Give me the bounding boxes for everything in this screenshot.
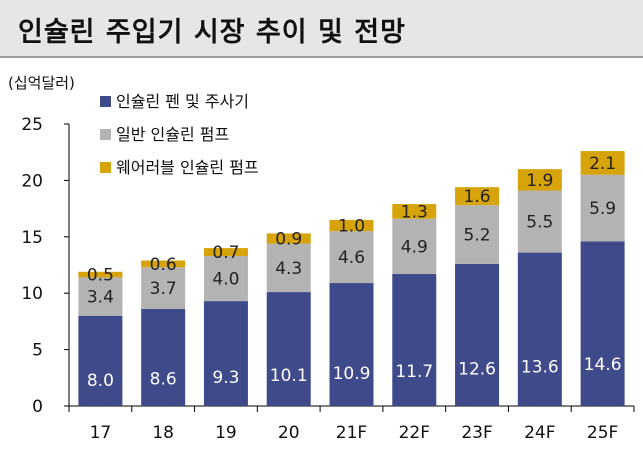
legend-swatch	[100, 162, 111, 173]
data-label: 4.0	[212, 270, 239, 290]
data-label: 12.6	[458, 360, 496, 380]
bar-segment	[266, 243, 311, 293]
data-label: 8.0	[87, 371, 114, 391]
data-label: 4.9	[401, 237, 428, 257]
bar-segment	[78, 277, 123, 316]
bar-segment	[455, 187, 500, 206]
data-label: 10.1	[270, 366, 308, 386]
x-tick-label: 21F	[336, 423, 367, 443]
bar-segment	[517, 190, 562, 253]
axes: 0 5 10 15 20 25 17 18 19 20 21F 22F 23F 24F 25F	[21, 115, 635, 443]
y-tick-label: 5	[32, 341, 43, 361]
bar-segment	[580, 241, 625, 406]
bar-segment	[78, 271, 123, 278]
data-label: 4.6	[338, 248, 365, 268]
data-label: 3.4	[87, 288, 114, 308]
bar-segment	[203, 248, 248, 256]
bar-segment	[141, 308, 186, 406]
bar-segment	[329, 283, 374, 406]
x-tick-label: 22F	[399, 423, 430, 443]
data-label: 0.7	[212, 243, 239, 263]
bar-segment	[517, 169, 562, 191]
data-label: 3.7	[150, 279, 177, 299]
data-label: 1.6	[464, 187, 491, 207]
data-label: 4.3	[275, 259, 302, 279]
bar-segment	[203, 255, 248, 302]
data-label: 14.6	[584, 355, 622, 375]
y-tick-label: 15	[21, 228, 43, 248]
data-label: 11.7	[395, 362, 433, 382]
data-label: 1.3	[401, 202, 428, 222]
x-tick-label: 18	[152, 423, 174, 443]
legend-swatch	[100, 129, 111, 140]
bar-segment	[203, 301, 248, 406]
legend-label: 일반 인슐린 펌프	[116, 125, 229, 144]
bar-segment	[455, 263, 500, 406]
y-tick-label: 0	[32, 397, 43, 417]
data-label: 2.1	[589, 154, 616, 174]
x-tick-label: 20	[278, 423, 300, 443]
bar-segment	[141, 260, 186, 268]
data-label: 1.0	[338, 217, 365, 237]
x-tick-label: 17	[90, 423, 112, 443]
bar-segment	[266, 233, 311, 244]
bar-segment	[329, 219, 374, 232]
bars: 8.0 3.40.5 8.6 3.7 0.6 9.3 4.0 0.7 10.1 4.3 0.9 10.…	[78, 151, 625, 406]
bar-segment	[392, 204, 437, 219]
x-tick-label: 25F	[587, 423, 618, 443]
unit-label: (십억달러)	[8, 74, 75, 92]
data-label: 0.9	[275, 229, 302, 249]
data-label: 5.2	[464, 226, 491, 246]
bar-segment	[455, 205, 500, 264]
bar-segment	[78, 315, 123, 406]
bar-segment	[329, 231, 374, 284]
legend-label: 인슐린 펜 및 주사기	[116, 92, 249, 111]
data-label: 8.6	[150, 370, 177, 390]
data-label: 0.6	[150, 255, 177, 275]
legend-label: 웨어러블 인슐린 펌프	[116, 158, 259, 177]
bar-segment	[392, 218, 437, 275]
chart-title: 인슐린 주입기 시장 추이 및 전망	[18, 17, 406, 48]
data-label: 10.9	[333, 364, 371, 384]
bar-segment	[141, 267, 186, 309]
data-label: 1.9	[526, 171, 553, 191]
x-tick-label: 23F	[461, 423, 492, 443]
title-bar: 인슐린 주입기 시장 추이 및 전망	[0, 0, 643, 58]
x-tick-label: 24F	[524, 423, 555, 443]
x-tick-label: 19	[215, 423, 237, 443]
data-label: 9.3	[212, 368, 239, 388]
bar-segment	[266, 292, 311, 406]
y-tick-label: 25	[21, 115, 43, 135]
data-label: 5.9	[589, 199, 616, 219]
data-label: 13.6	[521, 357, 559, 377]
data-label: 0.5	[87, 266, 114, 286]
y-tick-label: 20	[21, 171, 43, 191]
data-label: 5.5	[526, 213, 553, 233]
bar-segment	[580, 174, 625, 242]
bar-segment	[580, 151, 625, 175]
bar-segment	[392, 274, 437, 406]
y-tick-label: 10	[21, 284, 43, 304]
bar-segment	[517, 252, 562, 406]
legend-swatch	[100, 96, 111, 107]
